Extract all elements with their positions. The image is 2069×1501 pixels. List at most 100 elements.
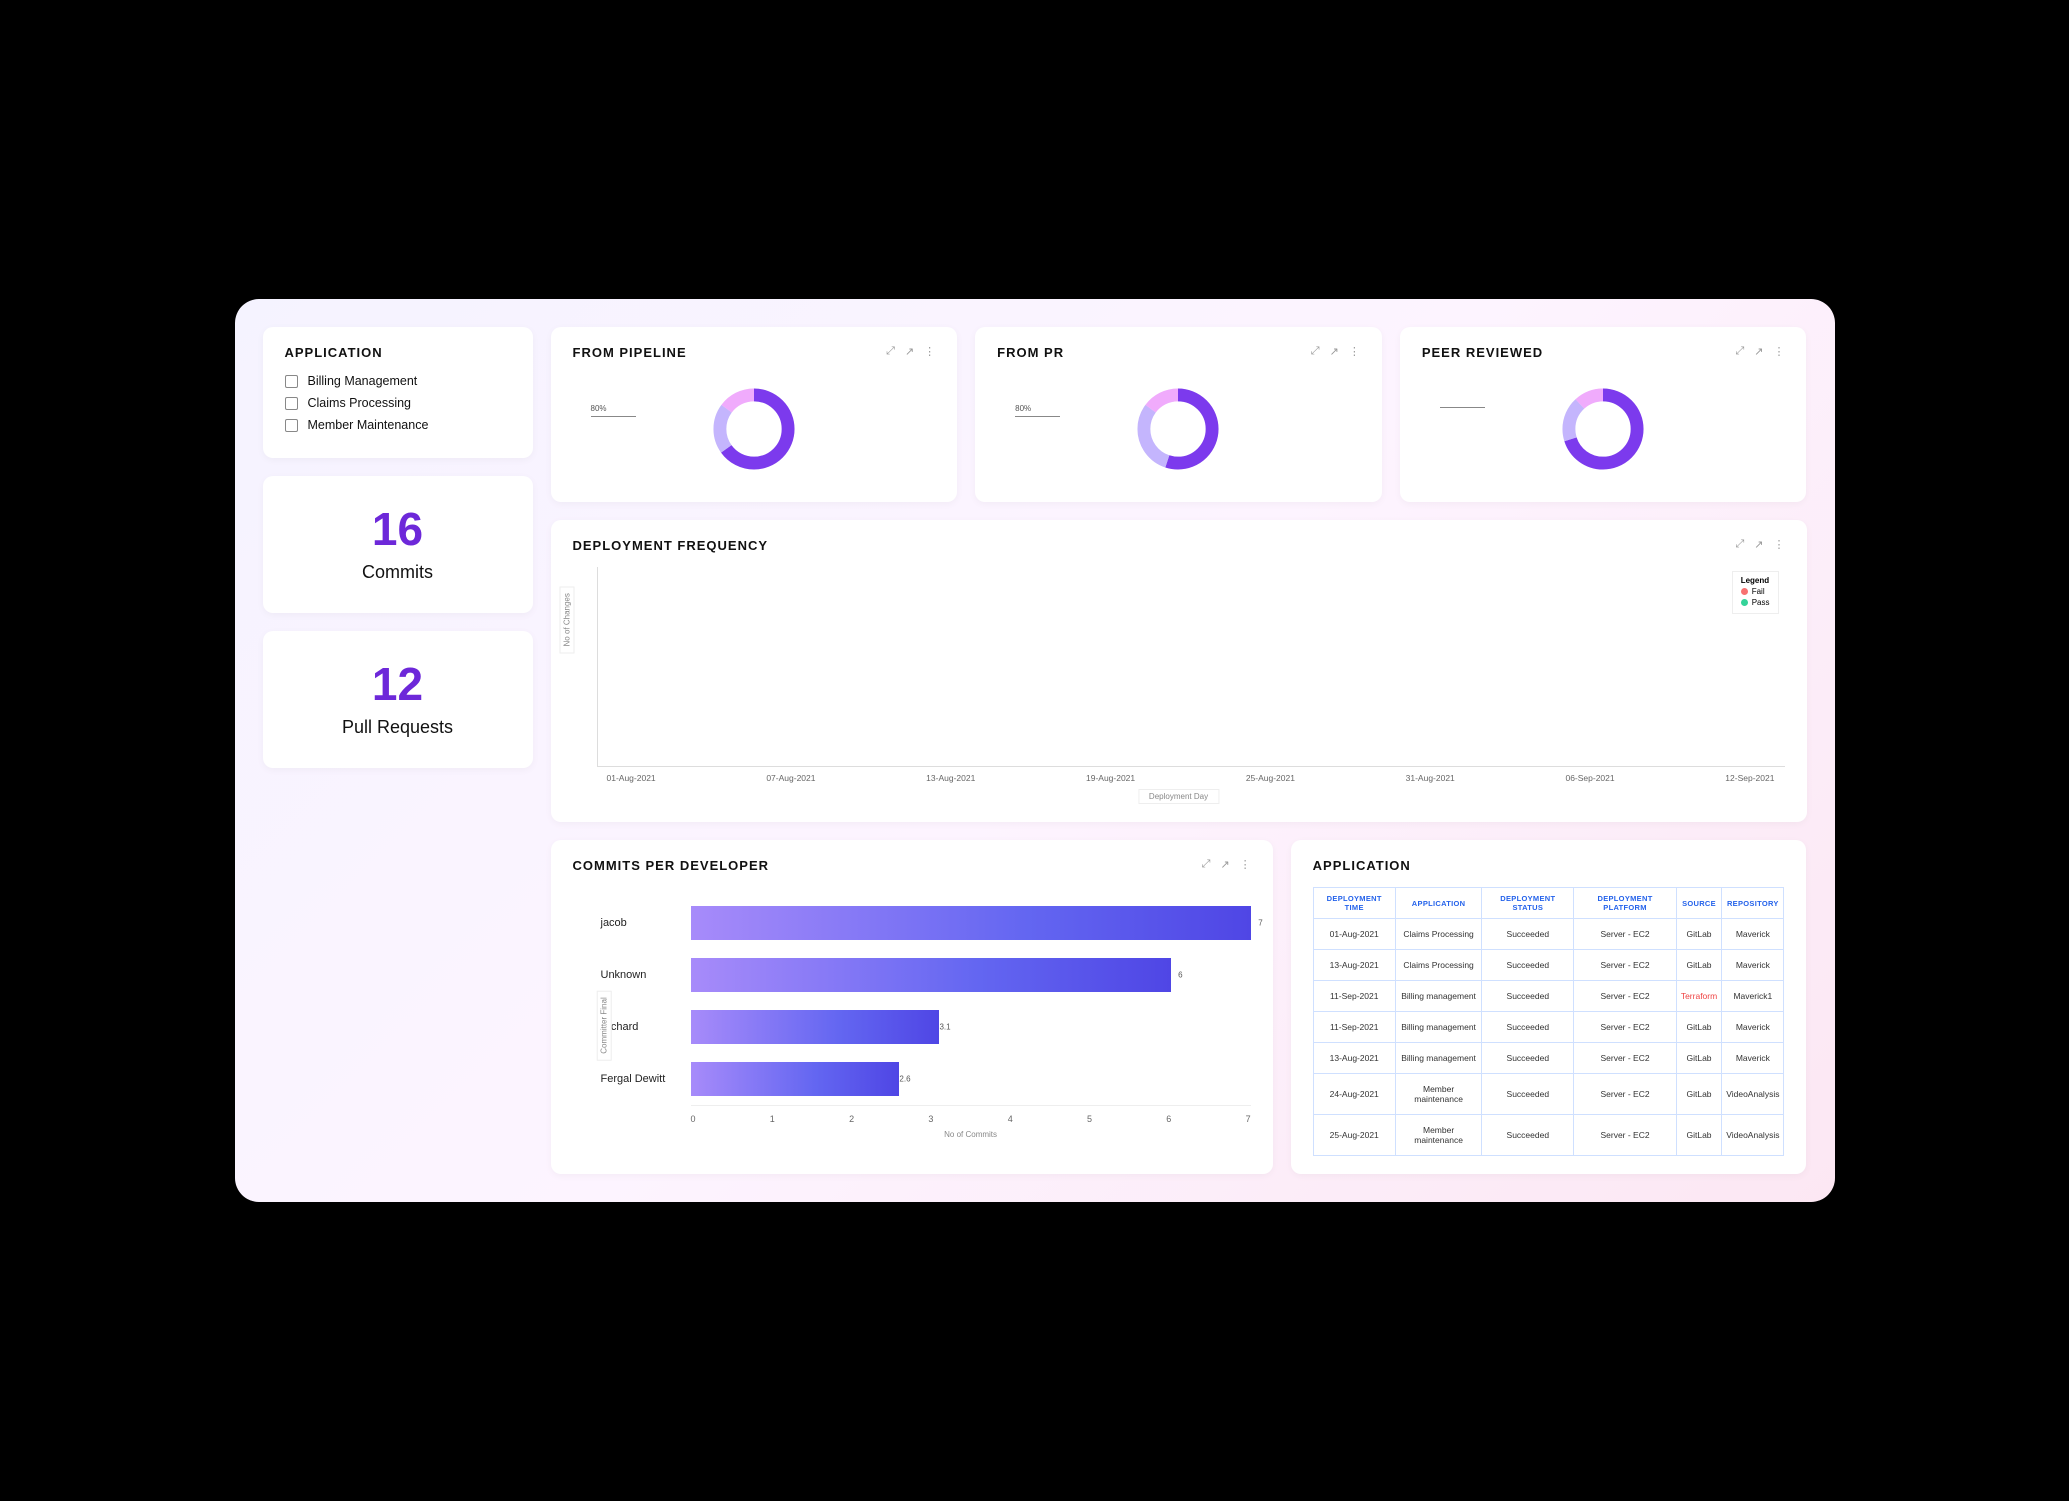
table-header[interactable]: APPLICATION xyxy=(1395,888,1482,919)
table-cell: Succeeded xyxy=(1482,1012,1574,1043)
pr-leader: 80% xyxy=(1015,404,1060,417)
table-cell: Terraform xyxy=(1676,981,1721,1012)
table-row[interactable]: 13-Aug-2021Billing managementSucceededSe… xyxy=(1313,1043,1784,1074)
table-header[interactable]: SOURCE xyxy=(1676,888,1721,919)
filter-title: APPLICATION xyxy=(285,345,511,360)
developer-name: jacob xyxy=(601,917,691,929)
filter-item[interactable]: Member Maintenance xyxy=(285,418,511,432)
expand-out-icon[interactable]: ↗ xyxy=(1754,538,1763,567)
checkbox-icon[interactable] xyxy=(285,375,298,388)
pipeline-donut-chart xyxy=(709,384,799,474)
developer-name: Unknown xyxy=(601,969,691,981)
table-cell: Member maintenance xyxy=(1395,1115,1482,1156)
expand-icon[interactable]: ⤢ xyxy=(1735,345,1744,358)
x-tick-label: 7 xyxy=(1246,1114,1251,1124)
expand-icon[interactable]: ⤢ xyxy=(886,345,895,358)
table-cell: Maverick xyxy=(1722,950,1784,981)
deploy-chart: No of Changes Legend FailPass 01-Aug-202… xyxy=(573,567,1785,804)
developer-bar: 6 xyxy=(691,958,1171,992)
table-row[interactable]: 25-Aug-2021Member maintenanceSucceededSe… xyxy=(1313,1115,1784,1156)
table-cell: 01-Aug-2021 xyxy=(1313,919,1395,950)
table-row[interactable]: 24-Aug-2021Member maintenanceSucceededSe… xyxy=(1313,1074,1784,1115)
developer-bar-value: 7 xyxy=(1258,919,1262,928)
table-row[interactable]: 11-Sep-2021Billing managementSucceededSe… xyxy=(1313,981,1784,1012)
more-icon[interactable]: ⋮ xyxy=(1240,858,1251,887)
application-table: DEPLOYMENT TIMEAPPLICATIONDEPLOYMENT STA… xyxy=(1313,887,1785,1156)
table-header[interactable]: DEPLOYMENT PLATFORM xyxy=(1574,888,1677,919)
x-tick-label: 25-Aug-2021 xyxy=(1246,773,1295,783)
from-pipeline-card: FROM PIPELINE ⤢ ↗ ⋮ 80% xyxy=(551,327,958,502)
filter-item[interactable]: Billing Management xyxy=(285,374,511,388)
x-tick-label: 12-Sep-2021 xyxy=(1725,773,1774,783)
x-tick-label: 5 xyxy=(1087,1114,1092,1124)
filter-label: Billing Management xyxy=(308,374,418,388)
more-icon[interactable]: ⋮ xyxy=(1774,538,1785,567)
developer-bar: 2.6 xyxy=(691,1062,899,1096)
developer-bar-value: 6 xyxy=(1178,971,1182,980)
left-column: APPLICATION Billing Management Claims Pro… xyxy=(263,327,533,1174)
table-cell: GitLab xyxy=(1676,1115,1721,1156)
filter-label: Member Maintenance xyxy=(308,418,429,432)
reviewed-leader xyxy=(1440,404,1485,408)
table-cell: Server - EC2 xyxy=(1574,919,1677,950)
developer-bar: 7 xyxy=(691,906,1251,940)
commits-dev-chart: Committer Final jacob 7 Unknown 6 Richar… xyxy=(573,897,1251,1139)
table-cell: Claims Processing xyxy=(1395,919,1482,950)
expand-icon[interactable]: ⤢ xyxy=(1735,538,1744,567)
table-header[interactable]: REPOSITORY xyxy=(1722,888,1784,919)
table-cell: Server - EC2 xyxy=(1574,1115,1677,1156)
x-tick-label: 07-Aug-2021 xyxy=(766,773,815,783)
peer-reviewed-title: PEER REVIEWED xyxy=(1422,345,1543,360)
x-tick-label: 19-Aug-2021 xyxy=(1086,773,1135,783)
x-tick-label: 31-Aug-2021 xyxy=(1406,773,1455,783)
table-cell: Maverick xyxy=(1722,1043,1784,1074)
application-table-card: APPLICATION DEPLOYMENT TIMEAPPLICATIONDE… xyxy=(1291,840,1807,1174)
developer-name: Richard xyxy=(601,1021,691,1033)
expand-out-icon[interactable]: ↗ xyxy=(1220,858,1229,887)
developer-name: Fergal Dewitt xyxy=(601,1073,691,1085)
table-header[interactable]: DEPLOYMENT STATUS xyxy=(1482,888,1574,919)
deploy-y-label: No of Changes xyxy=(559,586,574,653)
table-cell: Server - EC2 xyxy=(1574,981,1677,1012)
table-cell: 24-Aug-2021 xyxy=(1313,1074,1395,1115)
more-icon[interactable]: ⋮ xyxy=(924,345,935,358)
developer-bar-row: Richard 3.1 xyxy=(601,1001,1251,1053)
commits-x-title: No of Commits xyxy=(691,1130,1251,1139)
expand-out-icon[interactable]: ↗ xyxy=(1330,345,1339,358)
filter-item[interactable]: Claims Processing xyxy=(285,396,511,410)
x-tick-label: 0 xyxy=(691,1114,696,1124)
table-cell: Succeeded xyxy=(1482,919,1574,950)
table-cell: GitLab xyxy=(1676,1074,1721,1115)
x-tick-label: 6 xyxy=(1166,1114,1171,1124)
table-cell: GitLab xyxy=(1676,950,1721,981)
table-row[interactable]: 13-Aug-2021Claims ProcessingSucceededSer… xyxy=(1313,950,1784,981)
table-header[interactable]: DEPLOYMENT TIME xyxy=(1313,888,1395,919)
dashboard-root: APPLICATION Billing Management Claims Pro… xyxy=(235,299,1835,1202)
deploy-legend: Legend FailPass xyxy=(1732,571,1779,614)
x-tick-label: 06-Sep-2021 xyxy=(1565,773,1614,783)
x-tick-label: 4 xyxy=(1008,1114,1013,1124)
more-icon[interactable]: ⋮ xyxy=(1773,345,1784,358)
more-icon[interactable]: ⋮ xyxy=(1349,345,1360,358)
expand-icon[interactable]: ⤢ xyxy=(1202,858,1211,887)
deploy-x-title: Deployment Day xyxy=(1138,789,1219,804)
x-tick-label: 3 xyxy=(928,1114,933,1124)
right-column: FROM PIPELINE ⤢ ↗ ⋮ 80% xyxy=(551,327,1807,1174)
table-row[interactable]: 01-Aug-2021Claims ProcessingSucceededSer… xyxy=(1313,919,1784,950)
developer-bar-value: 3.1 xyxy=(939,1023,950,1032)
table-cell: Maverick1 xyxy=(1722,981,1784,1012)
checkbox-icon[interactable] xyxy=(285,419,298,432)
table-cell: Claims Processing xyxy=(1395,950,1482,981)
table-cell: GitLab xyxy=(1676,1012,1721,1043)
expand-icon[interactable]: ⤢ xyxy=(1311,345,1320,358)
commits-counter-card: 16 Commits xyxy=(263,476,533,613)
legend-item: Fail xyxy=(1741,587,1770,596)
filter-label: Claims Processing xyxy=(308,396,412,410)
table-cell: Server - EC2 xyxy=(1574,950,1677,981)
card-actions: ⤢ ↗ ⋮ xyxy=(1735,538,1784,567)
expand-out-icon[interactable]: ↗ xyxy=(905,345,914,358)
checkbox-icon[interactable] xyxy=(285,397,298,410)
card-actions: ⤢ ↗ ⋮ xyxy=(1735,345,1784,358)
expand-out-icon[interactable]: ↗ xyxy=(1754,345,1763,358)
table-row[interactable]: 11-Sep-2021Billing managementSucceededSe… xyxy=(1313,1012,1784,1043)
